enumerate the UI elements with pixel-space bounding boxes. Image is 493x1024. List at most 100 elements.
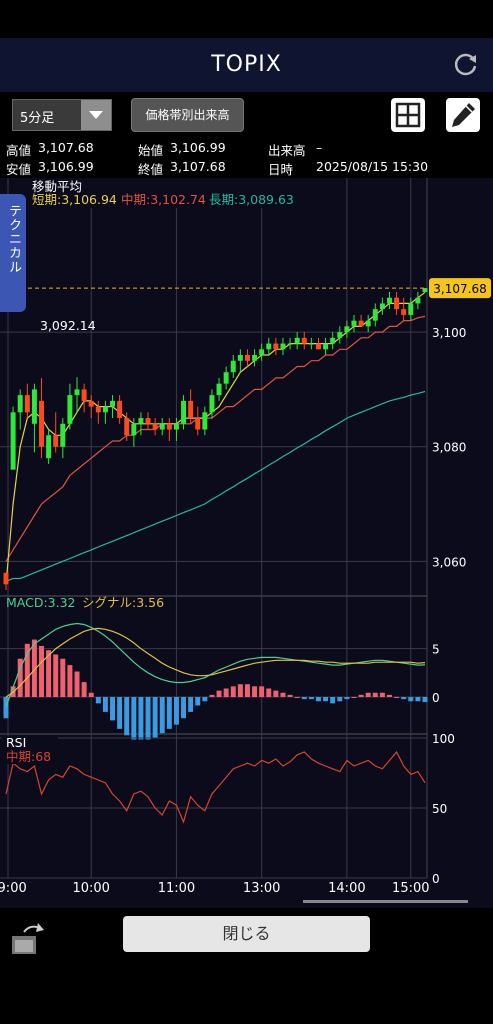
y-tick-label: 0 <box>432 691 440 705</box>
macd-histogram-bar <box>138 697 144 740</box>
datetime-label: 日時 <box>268 162 294 177</box>
macd-histogram-bar <box>372 692 378 697</box>
candle-body <box>301 337 307 344</box>
candle-body <box>81 389 87 401</box>
y-tick-label: 0 <box>432 872 440 886</box>
candle-body <box>74 389 80 396</box>
macd-histogram-bar <box>67 665 73 697</box>
candle-body <box>131 423 137 436</box>
ma-mid-line <box>5 315 426 562</box>
candle-body <box>244 355 250 361</box>
macd-histogram-bar <box>95 697 101 704</box>
low-label: 安値 <box>6 162 32 177</box>
candle-body <box>152 423 158 430</box>
close-value: 3,107.68 <box>170 159 226 174</box>
macd-histogram-bar <box>223 688 229 697</box>
macd-histogram-bar <box>308 697 314 700</box>
draw-button[interactable] <box>446 98 480 132</box>
interval-select[interactable]: 5分足 <box>12 99 112 131</box>
macd-histogram-bar <box>3 697 9 719</box>
x-tick-label: 09:00 <box>0 881 27 896</box>
ma-long-line <box>5 390 426 582</box>
macd-histogram-bar <box>181 697 187 719</box>
technical-tab-label: テクニカル <box>6 204 21 274</box>
horizontal-scrollbar[interactable] <box>303 900 468 903</box>
close-label: 終値 <box>138 162 164 177</box>
status-bar <box>0 0 493 38</box>
candle-body <box>110 400 116 407</box>
candle-body <box>88 400 94 407</box>
candle-body <box>401 309 407 315</box>
low-value: 3,106.99 <box>38 159 94 174</box>
macd-histogram-bar <box>337 697 343 702</box>
datetime-value: 2025/08/15 15:30 <box>316 159 429 174</box>
candle-body <box>422 288 428 293</box>
candle-body <box>372 309 378 321</box>
volume-profile-button[interactable]: 価格帯別出来高 <box>131 98 244 132</box>
macd-histogram-bar <box>17 658 23 697</box>
macd-histogram-bar <box>216 690 222 697</box>
macd-histogram-bar <box>330 697 336 704</box>
layout-grid-button[interactable] <box>391 98 425 132</box>
macd-histogram-bar <box>287 694 293 697</box>
candle-body <box>10 412 16 470</box>
ma-short-line <box>5 291 426 585</box>
macd-histogram-bar <box>124 697 130 736</box>
candle-body <box>24 395 30 413</box>
macd-histogram-bar <box>252 686 258 697</box>
chart-svg[interactable]: 09:00 10:00 11:00 13:00 14:00 15:00 3,100 3,080… <box>0 178 493 908</box>
candle-body <box>365 320 371 327</box>
pencil-icon <box>452 103 475 127</box>
macd-histogram-bar <box>209 694 215 697</box>
last-price-tag <box>429 278 491 299</box>
close-button[interactable]: 閉じる <box>123 916 370 952</box>
candle-body <box>323 343 329 350</box>
rotate-icon[interactable] <box>10 918 48 956</box>
peak-annotation: 3,092.14 <box>40 318 96 333</box>
toolbar: 5分足 価格帯別出来高 <box>0 92 493 138</box>
chart-area[interactable]: 09:00 10:00 11:00 13:00 14:00 15:00 3,100 3,080… <box>0 178 493 908</box>
macd-histogram-bar <box>24 643 30 697</box>
x-tick-label: 14:00 <box>328 881 365 896</box>
macd-histogram-bar <box>117 697 123 729</box>
candle-body <box>358 320 364 327</box>
high-label: 高値 <box>6 143 32 158</box>
candle-body <box>159 423 165 430</box>
candle-body <box>230 360 236 373</box>
rsi-legend-item: 中期:68 <box>6 749 51 764</box>
macd-histogram-bar <box>244 684 250 697</box>
technical-tab[interactable]: テクニカル <box>0 194 26 312</box>
candle-body <box>124 418 130 436</box>
macd-histogram-bar <box>88 692 94 697</box>
rsi-line <box>5 750 426 824</box>
footer: 閉じる <box>0 900 493 1024</box>
macd-histogram-bar <box>46 650 52 697</box>
macd-histogram-bar <box>60 658 66 697</box>
candle-body <box>102 406 108 413</box>
y-tick-label: 100 <box>432 732 455 746</box>
ma-legend-title: 移動平均 <box>32 179 82 194</box>
signal-legend-item: シグナル:3.56 <box>82 595 164 610</box>
candle-body <box>195 418 201 430</box>
ma-legend-item: 短期:3,106.94 <box>32 192 117 207</box>
macd-histogram-bar <box>152 697 158 738</box>
macd-histogram-bar <box>202 697 208 702</box>
refresh-icon[interactable] <box>453 52 479 78</box>
candle-body <box>237 355 243 361</box>
macd-histogram-bar <box>74 671 80 697</box>
macd-histogram-bar <box>315 697 321 702</box>
candle-body <box>173 423 179 430</box>
candle-body <box>330 337 336 344</box>
macd-histogram-bar <box>351 697 357 698</box>
candle-body <box>394 297 400 310</box>
candle-body <box>95 406 101 413</box>
macd-histogram-bar <box>188 697 194 712</box>
rsi-legend-title: RSI <box>6 735 26 750</box>
macd-histogram-bar <box>166 697 172 729</box>
macd-histogram-bar <box>81 682 87 697</box>
candle-body <box>17 395 23 413</box>
candle-body <box>294 337 300 344</box>
macd-histogram-bar <box>131 697 137 740</box>
candle-body <box>202 412 208 430</box>
candle-body <box>138 418 144 424</box>
